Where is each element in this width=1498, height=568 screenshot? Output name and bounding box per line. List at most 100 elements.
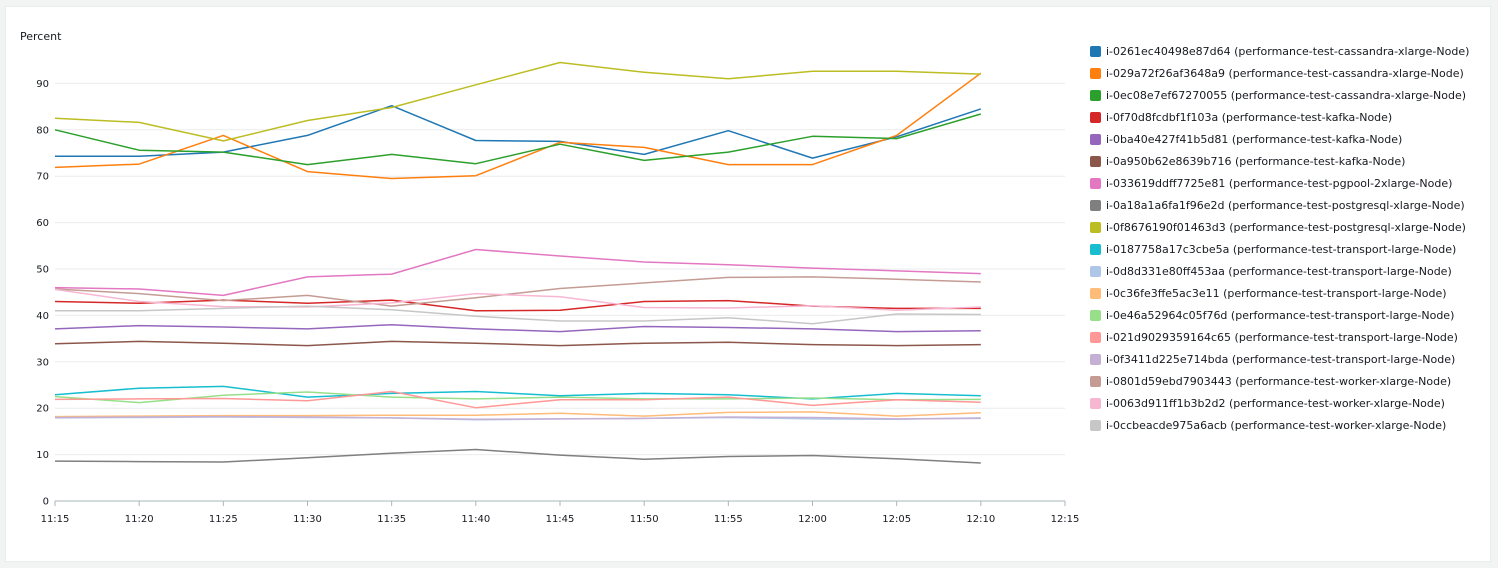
x-tick-label: 11:50: [630, 514, 659, 525]
gridlines: [55, 82, 1065, 502]
legend-item[interactable]: i-0ccbeacde975a6acb (performance-test-wo…: [1090, 414, 1469, 436]
legend-item[interactable]: i-029a72f26af3648a9 (performance-test-ca…: [1090, 62, 1469, 84]
x-tick-label: 12:00: [798, 514, 827, 525]
legend-item[interactable]: i-0e46a52964c05f76d (performance-test-tr…: [1090, 304, 1469, 326]
legend-label: i-0f3411d225e714bda (performance-test-tr…: [1106, 352, 1456, 366]
y-tick-label: 40: [36, 311, 49, 322]
legend-label: i-0063d911ff1b3b2d2 (performance-test-wo…: [1106, 396, 1445, 410]
x-tick-label: 12:05: [882, 514, 911, 525]
legend-item[interactable]: i-033619ddff7725e81 (performance-test-pg…: [1090, 172, 1469, 194]
legend-swatch: [1090, 67, 1101, 79]
series-line-8[interactable]: [54, 61, 981, 142]
legend-label: i-0ec08e7ef67270055 (performance-test-ca…: [1106, 88, 1467, 102]
y-axis-ticks: 0 10 20 30 40 50 60 70 80 90: [36, 79, 49, 508]
legend-label: i-0a18a1a6fa1f96e2d (performance-test-po…: [1106, 198, 1465, 212]
series-line-2[interactable]: [54, 113, 982, 166]
legend-label: i-021d9029359164c65 (performance-test-tr…: [1106, 330, 1458, 344]
y-tick-label: 0: [43, 497, 49, 508]
x-tick-label: 11:20: [125, 514, 154, 525]
y-tick-label: 70: [36, 172, 49, 183]
legend-item[interactable]: i-0c36fe3ffe5ac3e11 (performance-test-tr…: [1090, 282, 1469, 304]
legend-label: i-0c36fe3ffe5ac3e11 (performance-test-tr…: [1106, 286, 1447, 300]
legend-item[interactable]: i-0ec08e7ef67270055 (performance-test-ca…: [1090, 84, 1469, 106]
series-line-12[interactable]: [54, 391, 981, 404]
x-tick-label: 12:10: [966, 514, 995, 525]
y-tick-label: 30: [36, 357, 49, 368]
legend-label: i-0ccbeacde975a6acb (performance-test-wo…: [1106, 418, 1447, 432]
series-line-16[interactable]: [54, 288, 981, 312]
x-tick-label: 11:15: [41, 514, 70, 525]
legend-label: i-0f70d8fcdbf1f103a (performance-test-ka…: [1106, 110, 1393, 124]
legend-label: i-0261ec40498e87d64 (performance-test-ca…: [1106, 44, 1470, 58]
x-tick-label: 11:30: [293, 514, 322, 525]
legend-swatch: [1090, 397, 1101, 409]
chart-legend: i-0261ec40498e87d64 (performance-test-ca…: [1090, 40, 1469, 436]
legend-item[interactable]: i-0063d911ff1b3b2d2 (performance-test-wo…: [1090, 392, 1469, 414]
legend-label: i-0a950b62e8639b716 (performance-test-ka…: [1106, 154, 1406, 168]
legend-label: i-0801d59ebd7903443 (performance-test-wo…: [1106, 374, 1452, 388]
y-tick-label: 50: [36, 265, 49, 276]
legend-label: i-0e46a52964c05f76d (performance-test-tr…: [1106, 308, 1455, 322]
legend-item[interactable]: i-0a18a1a6fa1f96e2d (performance-test-po…: [1090, 194, 1469, 216]
x-tick-label: 11:55: [714, 514, 743, 525]
legend-swatch: [1090, 133, 1101, 145]
legend-item[interactable]: i-0801d59ebd7903443 (performance-test-wo…: [1090, 370, 1469, 392]
legend-swatch: [1090, 177, 1101, 189]
series-line-0[interactable]: [55, 104, 982, 159]
legend-item[interactable]: i-0261ec40498e87d64 (performance-test-ca…: [1090, 40, 1469, 62]
legend-label: i-0d8d331e80ff453aa (performance-test-tr…: [1106, 264, 1452, 278]
legend-swatch: [1090, 309, 1101, 321]
legend-swatch: [1090, 375, 1101, 387]
y-tick-label: 80: [36, 125, 49, 136]
legend-label: i-033619ddff7725e81 (performance-test-pg…: [1106, 176, 1453, 190]
legend-swatch: [1090, 89, 1101, 101]
x-axis-ticks: 11:15 11:20 11:25 11:30 11:35 11:40 11:45 11:50…: [41, 501, 1080, 525]
legend-swatch: [1090, 45, 1101, 57]
series-line-5[interactable]: [54, 340, 981, 347]
legend-label: i-029a72f26af3648a9 (performance-test-ca…: [1106, 66, 1464, 80]
legend-item[interactable]: i-0f8676190f01463d3 (performance-test-po…: [1090, 216, 1469, 238]
legend-swatch: [1090, 243, 1101, 255]
chart-panel: [5, 6, 1491, 562]
x-tick-label: 11:45: [546, 514, 575, 525]
series-line-4[interactable]: [54, 323, 981, 333]
legend-swatch: [1090, 353, 1101, 365]
legend-label: i-0f8676190f01463d3 (performance-test-po…: [1106, 220, 1466, 234]
legend-swatch: [1090, 265, 1101, 277]
legend-swatch: [1090, 287, 1101, 299]
x-tick-label: 11:40: [461, 514, 490, 525]
series-line-6[interactable]: [54, 248, 981, 297]
series-line-11[interactable]: [54, 411, 981, 418]
legend-item[interactable]: i-0f3411d225e714bda (performance-test-tr…: [1090, 348, 1469, 370]
legend-item[interactable]: i-0d8d331e80ff453aa (performance-test-tr…: [1090, 260, 1469, 282]
series-line-14[interactable]: [54, 415, 981, 421]
legend-item[interactable]: i-0ba40e427f41b5d81 (performance-test-ka…: [1090, 128, 1469, 150]
y-tick-label: 20: [36, 404, 49, 415]
x-tick-label: 11:35: [377, 514, 406, 525]
series-line-15[interactable]: [54, 276, 981, 307]
legend-swatch: [1090, 331, 1101, 343]
legend-item[interactable]: i-0f70d8fcdbf1f103a (performance-test-ka…: [1090, 106, 1469, 128]
x-tick-label: 12:15: [1051, 514, 1080, 525]
legend-swatch: [1090, 111, 1101, 123]
series-lines[interactable]: [54, 61, 982, 464]
y-tick-label: 90: [36, 79, 49, 90]
series-line-7[interactable]: [54, 448, 981, 464]
series-line-17[interactable]: [55, 305, 981, 325]
y-axis-label: Percent: [20, 30, 62, 43]
y-tick-label: 10: [36, 450, 49, 461]
legend-item[interactable]: i-0a950b62e8639b716 (performance-test-ka…: [1090, 150, 1469, 172]
legend-label: i-0ba40e427f41b5d81 (performance-test-ka…: [1106, 132, 1403, 146]
series-line-1[interactable]: [54, 72, 982, 180]
x-tick-label: 11:25: [209, 514, 238, 525]
series-line-13[interactable]: [54, 390, 981, 409]
legend-item[interactable]: i-021d9029359164c65 (performance-test-tr…: [1090, 326, 1469, 348]
series-line-9[interactable]: [54, 385, 981, 400]
legend-swatch: [1090, 221, 1101, 233]
legend-swatch: [1090, 155, 1101, 167]
legend-swatch: [1090, 419, 1101, 431]
legend-item[interactable]: i-0187758a17c3cbe5a (performance-test-tr…: [1090, 238, 1469, 260]
legend-swatch: [1090, 199, 1101, 211]
legend-label: i-0187758a17c3cbe5a (performance-test-tr…: [1106, 242, 1457, 256]
y-tick-label: 60: [36, 218, 49, 229]
